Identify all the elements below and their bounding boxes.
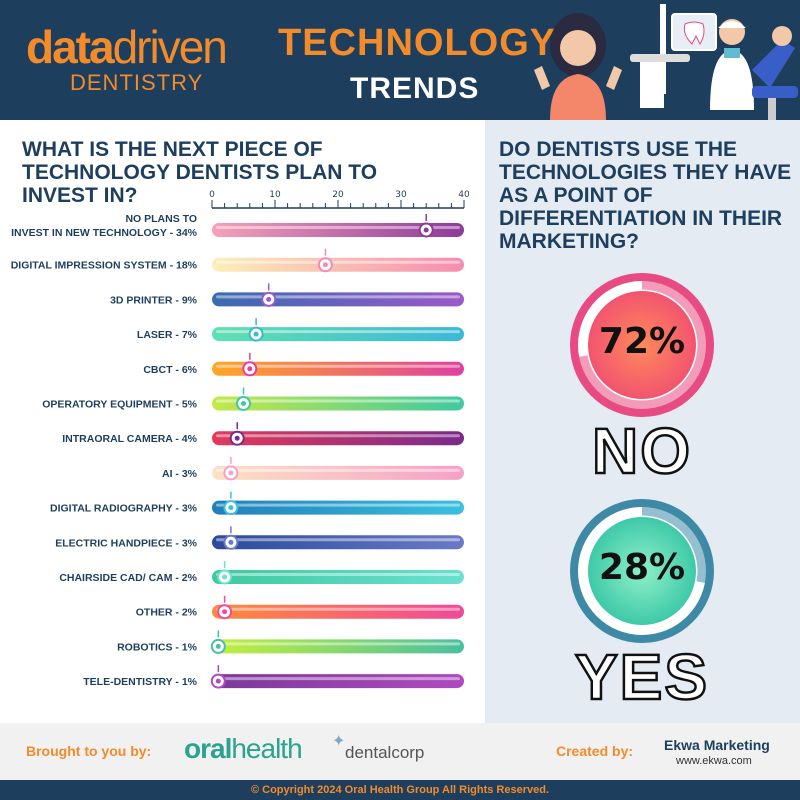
yes-percentage-label: 28% <box>598 547 686 588</box>
bar-highlight <box>216 364 460 368</box>
bar-marker-dot <box>234 435 240 441</box>
ekwa-name: Ekwa Marketing <box>664 737 770 753</box>
bar-track <box>212 674 464 689</box>
investment-question: WHAT IS THE NEXT PIECE OF TECHNOLOGY DEN… <box>22 138 378 207</box>
copyright-bar: © Copyright 2024 Oral Health Group All R… <box>0 780 800 800</box>
bar-marker-dot <box>423 227 429 233</box>
ekwa-url[interactable]: www.ekwa.com <box>676 755 752 767</box>
logo-data-text: data <box>26 21 115 73</box>
bar-category-label: CHAIRSIDE CAD/ CAM - 2% <box>59 572 197 584</box>
oralhealth-health-text: health <box>231 733 302 764</box>
bar-track <box>212 396 464 411</box>
bar-category-label: CBCT - 6% <box>143 364 197 376</box>
bar-category-label: OPERATORY EQUIPMENT - 5% <box>42 399 197 411</box>
bar-category-label: AI - 3% <box>162 468 198 480</box>
bar-marker-dot <box>222 574 228 580</box>
bar-highlight <box>216 538 460 542</box>
bar-marker-dot <box>253 331 259 337</box>
bar-category-label: INTRAORAL CAMERA - 4% <box>62 433 197 445</box>
bar-marker-dot <box>228 505 234 511</box>
marketing-differentiation-panel: DO DENTISTS USE THE TECHNOLOGIES THEY HA… <box>485 120 800 723</box>
bar-highlight <box>216 503 460 507</box>
bar-track <box>212 639 464 654</box>
bar-category-label: TELE-DENTISTRY - 1% <box>83 676 197 688</box>
bar-track <box>212 223 464 237</box>
bar-highlight <box>216 434 460 438</box>
brought-by-label: Brought to you by: <box>26 743 152 759</box>
bar-highlight <box>216 468 460 472</box>
bar-highlight <box>216 330 460 334</box>
bar-category-label: ELECTRIC HANDPIECE - 3% <box>55 537 197 549</box>
bar-highlight <box>216 677 460 681</box>
no-donut-chart <box>570 273 714 417</box>
bar-highlight <box>216 226 460 229</box>
bar-marker-dot <box>215 643 221 649</box>
no-percentage-label: 72% <box>598 321 686 362</box>
page-title-line2: TRENDS <box>350 72 480 105</box>
bar-track <box>212 500 464 515</box>
oralhealth-logo: oralhealth <box>184 733 303 765</box>
bar-category-label: ROBOTICS - 1% <box>117 641 198 653</box>
bar-category-label: OTHER - 2% <box>136 607 198 619</box>
logo-wordmark: datadriven <box>26 21 228 73</box>
bar-track <box>212 257 464 272</box>
technology-investment-panel: WHAT IS THE NEXT PIECE OF TECHNOLOGY DEN… <box>0 120 485 723</box>
bar-track <box>212 604 464 619</box>
bar-highlight <box>216 260 460 264</box>
bar-marker-dot <box>228 539 234 545</box>
bar-marker-dot <box>215 678 221 684</box>
yes-value-arc <box>577 506 707 636</box>
bar-marker-dot <box>247 366 253 372</box>
dentalcorp-spark-icon: ✦ <box>332 731 346 750</box>
bar-category-label: INVEST IN NEW TECHNOLOGY - 34% <box>11 227 198 239</box>
dentist-illustration <box>534 4 798 120</box>
created-by-label: Created by: <box>556 743 634 759</box>
bar-category-label: DIGITAL IMPRESSION SYSTEM - 18% <box>11 260 198 272</box>
bar-highlight <box>216 642 460 646</box>
x-tick-label: 40 <box>458 190 470 200</box>
bar-track <box>212 361 464 376</box>
bar-track <box>212 431 464 446</box>
yes-center <box>588 517 696 625</box>
no-center <box>588 291 696 399</box>
bar-highlight <box>216 573 460 576</box>
page-title-line1: TECHNOLOGY <box>278 22 557 64</box>
x-tick-label: 0 <box>209 190 215 200</box>
logo-subtitle: DENTISTRY <box>70 70 204 95</box>
oralhealth-oral-text: oral <box>184 733 232 764</box>
bar-category-label: NO PLANS TO <box>125 213 197 225</box>
yes-donut-chart <box>570 499 714 643</box>
differentiation-question: DO DENTISTS USE THE TECHNOLOGIES THEY HA… <box>499 138 792 253</box>
bar-marker-dot <box>222 609 228 615</box>
bar-track <box>212 570 464 584</box>
bar-track <box>212 465 464 480</box>
bar-highlight <box>216 295 460 299</box>
bar-category-label: DIGITAL RADIOGRAPHY - 3% <box>50 503 198 515</box>
bar-highlight <box>216 607 460 611</box>
bar-marker-dot <box>322 262 328 268</box>
x-tick-label: 10 <box>269 190 281 200</box>
x-tick-label: 30 <box>395 190 407 200</box>
bar-category-label: 3D PRINTER - 9% <box>110 294 198 306</box>
bar-marker-dot <box>241 401 246 406</box>
no-answer-label: NO <box>591 414 692 489</box>
bar-track <box>212 535 464 550</box>
bar-marker-dot <box>228 470 234 476</box>
bar-highlight <box>216 399 460 403</box>
bar-track <box>212 292 464 307</box>
dentalcorp-logo: dentalcorp <box>345 743 425 762</box>
no-value-arc <box>577 280 707 410</box>
bar-track <box>212 327 464 342</box>
investment-bar-chart: 0 10 20 30 40 NO PLANS TO INVEST IN NEW TECHNO… <box>11 190 470 689</box>
bar-category-label: LASER - 7% <box>137 329 198 341</box>
bar-marker-dot <box>266 296 272 302</box>
logo-driven-text: driven <box>112 21 228 73</box>
footer-credits: Brought to you by: oralhealth ✦ dentalco… <box>0 723 800 780</box>
yes-answer-label: YES <box>574 640 710 715</box>
header-banner: datadriven DENTISTRY TECHNOLOGY TRENDS <box>0 0 800 120</box>
x-tick-label: 20 <box>332 190 344 200</box>
